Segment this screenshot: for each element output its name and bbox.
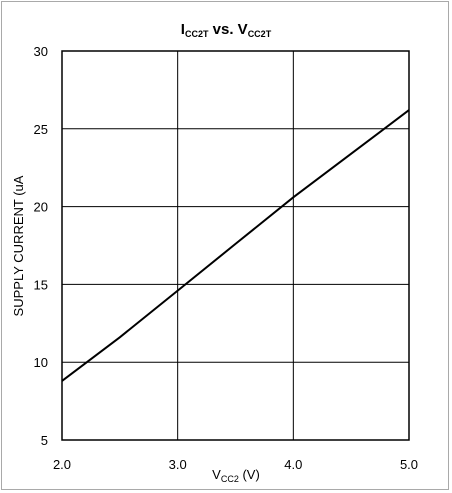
series-line-0	[61, 109, 410, 382]
x-tick-labels: 2.0 3.0 4.0 5.0	[53, 457, 418, 472]
x-tick-label-2: 4.0	[284, 457, 302, 472]
x-label-v: V	[212, 467, 221, 482]
y-tick-label-0: 5	[41, 433, 48, 448]
title-i: I	[181, 21, 185, 38]
x-tick-label-3: 5.0	[400, 457, 418, 472]
y-tick-labels: 5 10 15 20 25 30	[34, 44, 48, 448]
title-sub-1: CC2T	[185, 29, 209, 39]
title-mid: vs. V	[208, 21, 247, 38]
title-sub-2: CC2T	[248, 29, 272, 39]
x-label-unit: (V)	[239, 467, 260, 482]
plot-area-border	[61, 50, 410, 441]
x-tick-label-1: 3.0	[169, 457, 187, 472]
y-tick-label-4: 25	[34, 122, 48, 137]
series-layer	[61, 109, 410, 382]
grid-lines	[61, 50, 410, 441]
y-tick-label-5: 30	[34, 44, 48, 59]
chart-title: ICC2T vs. VCC2T	[181, 21, 272, 39]
y-tick-label-3: 20	[34, 200, 48, 215]
x-axis-label: VCC2 (V)	[212, 467, 260, 484]
x-tick-label-0: 2.0	[53, 457, 71, 472]
y-tick-label-2: 15	[34, 277, 48, 292]
y-axis-label: SUPPLY CURRENT (uA	[11, 175, 26, 316]
x-label-sub: CC2	[221, 474, 239, 484]
y-tick-label-1: 10	[34, 355, 48, 370]
